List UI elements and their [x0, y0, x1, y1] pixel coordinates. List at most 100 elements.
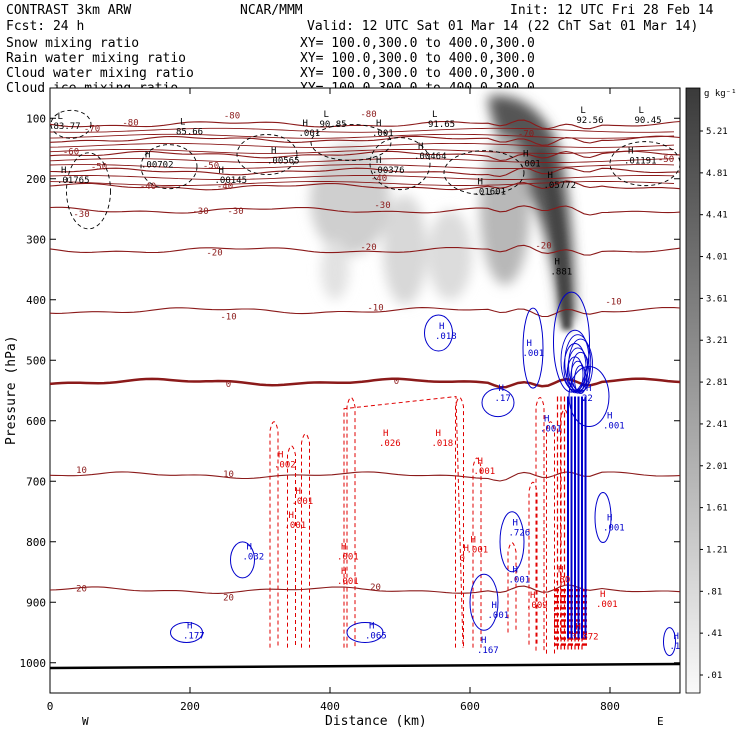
colorbar-label: 3.21: [706, 336, 728, 346]
colorbar-label: .81: [706, 587, 722, 597]
rain-contour: [472, 457, 482, 648]
isotherm--10: [50, 306, 680, 318]
isotherm-label: -60: [63, 148, 79, 158]
extremum-value: .00702: [141, 161, 174, 171]
rain-contour: [535, 397, 545, 651]
isotherm--30: [50, 205, 680, 216]
ice-contour: [609, 141, 680, 187]
cloud-contour: [230, 541, 255, 579]
cloud-contour: [499, 511, 525, 573]
extremum-high: H: [523, 149, 528, 159]
rain-contour: [455, 397, 464, 648]
isotherm-aux: [50, 127, 675, 133]
extremum-high: H: [478, 177, 483, 187]
legend-snow: Snow mixing ratio: [6, 36, 139, 51]
colorbar-label: 1.21: [706, 545, 728, 555]
isotherm-label: -10: [605, 298, 621, 308]
colorbar-label: 4.81: [706, 169, 728, 179]
extremum-value: .001: [523, 349, 545, 359]
extremum-value: 90.85: [320, 120, 347, 130]
extremum-value: 22: [582, 394, 593, 404]
extremum-high: H: [530, 591, 535, 601]
extremum-value: .026: [379, 439, 401, 449]
extremum-value: .726: [509, 528, 531, 538]
extremum-value: .001: [467, 545, 489, 555]
extremum-value: .881: [551, 268, 573, 278]
extremum-high: H: [383, 429, 388, 439]
extremum-high: H: [471, 535, 476, 545]
extremum-high: H: [436, 429, 441, 439]
colorbar-label: 2.01: [706, 462, 728, 472]
isotherm-label: -70: [84, 125, 100, 135]
extremum-value: .80: [554, 576, 570, 586]
colorbar: g kg⁻¹ 5.21 4.81 4.41 4.01 3.61 3.21 2.81 2.41 2…: [685, 87, 737, 694]
isotherm-label: 10: [76, 466, 87, 476]
isotherm-label: -30: [73, 210, 89, 220]
rain-contour: [287, 445, 296, 648]
extremum-high: H: [513, 518, 518, 528]
colorbar-label: 4.41: [706, 211, 728, 221]
extremum-high: H: [376, 156, 381, 166]
west-label: W: [82, 715, 89, 728]
isotherm--20: [50, 244, 680, 256]
isotherm-label: -70: [518, 129, 534, 139]
valid-time: Valid: 12 UTC Sat 01 Mar 14 (22 ChT Sat …: [307, 19, 698, 34]
y-tick-label: 500: [26, 354, 46, 367]
isotherm-label: -30: [374, 201, 390, 211]
ice-contour: [66, 152, 111, 230]
extremum-value: 91.65: [428, 120, 455, 130]
colorbar-bar: [685, 87, 701, 694]
extremum-high: H: [341, 567, 346, 577]
legend-snow-xy: XY= 100.0,300.0 to 400.0,300.0: [300, 36, 535, 51]
extremum-value: .00376: [372, 166, 405, 176]
y-axis-label: Pressure (hPa): [4, 335, 19, 445]
y-tick-label: 1000: [20, 657, 47, 670]
extremum-high: H: [439, 322, 444, 332]
cloud-contour: [481, 388, 515, 418]
y-tick-label: 800: [26, 536, 46, 549]
extremum-value: .001: [509, 576, 531, 586]
extremum-value: .001: [299, 129, 321, 139]
legend-cloud-xy: XY= 100.0,300.0 to 400.0,300.0: [300, 66, 535, 81]
y-tick-label: 600: [26, 415, 46, 428]
extremum-value: .001: [540, 424, 562, 434]
ice-contour: [236, 134, 298, 176]
extremum-high: H: [247, 543, 252, 553]
rain-contour: [301, 433, 310, 648]
extremum-high: H: [586, 384, 591, 394]
legend-rain: Rain water mixing ratio: [6, 51, 186, 66]
model-title: CONTRAST 3km ARW: [6, 3, 131, 18]
extremum-high: H: [607, 514, 612, 524]
cloud-contour: [170, 622, 203, 643]
extremum-value: 92.56: [576, 116, 603, 126]
extremum-high: H: [296, 487, 301, 497]
forecast-hour: Fcst: 24 h: [6, 19, 84, 34]
isotherm-label: -20: [206, 249, 222, 259]
extremum-low: L: [432, 110, 437, 120]
extremum-high: H: [548, 171, 553, 181]
isotherm-label: 0: [394, 377, 399, 387]
plot-content: -80 -80 -80 -70 -70 -60 -50 -50 -50 -40 -40 -40 -30 -…: [50, 95, 686, 670]
extremum-low: L: [58, 112, 63, 122]
isotherm-aux: [50, 181, 675, 186]
axes: 0 200 400 600 800100200300400500600700800900…: [20, 88, 680, 713]
y-tick-label: 200: [26, 173, 46, 186]
surface-line: [50, 662, 680, 670]
isotherm-label: -30: [227, 207, 243, 217]
extremum-value: .12: [670, 642, 686, 652]
isotherm-aux: [50, 142, 675, 148]
extremum-high: H: [600, 590, 605, 600]
y-tick-label: 300: [26, 233, 46, 246]
extremum-value: .01765: [57, 176, 90, 186]
extremum-value: .00145: [215, 176, 248, 186]
cloud-contour: [469, 573, 499, 631]
extremum-high: H: [628, 146, 633, 156]
y-tick-label: 900: [26, 596, 46, 609]
extremum-value: 3.872: [572, 633, 599, 643]
extremum-high: H: [341, 543, 346, 553]
extremum-value: .001: [337, 553, 359, 563]
extremum-high: H: [219, 166, 224, 176]
center-title: NCAR/MMM: [240, 3, 303, 18]
colorbar-label: 4.01: [706, 253, 728, 263]
